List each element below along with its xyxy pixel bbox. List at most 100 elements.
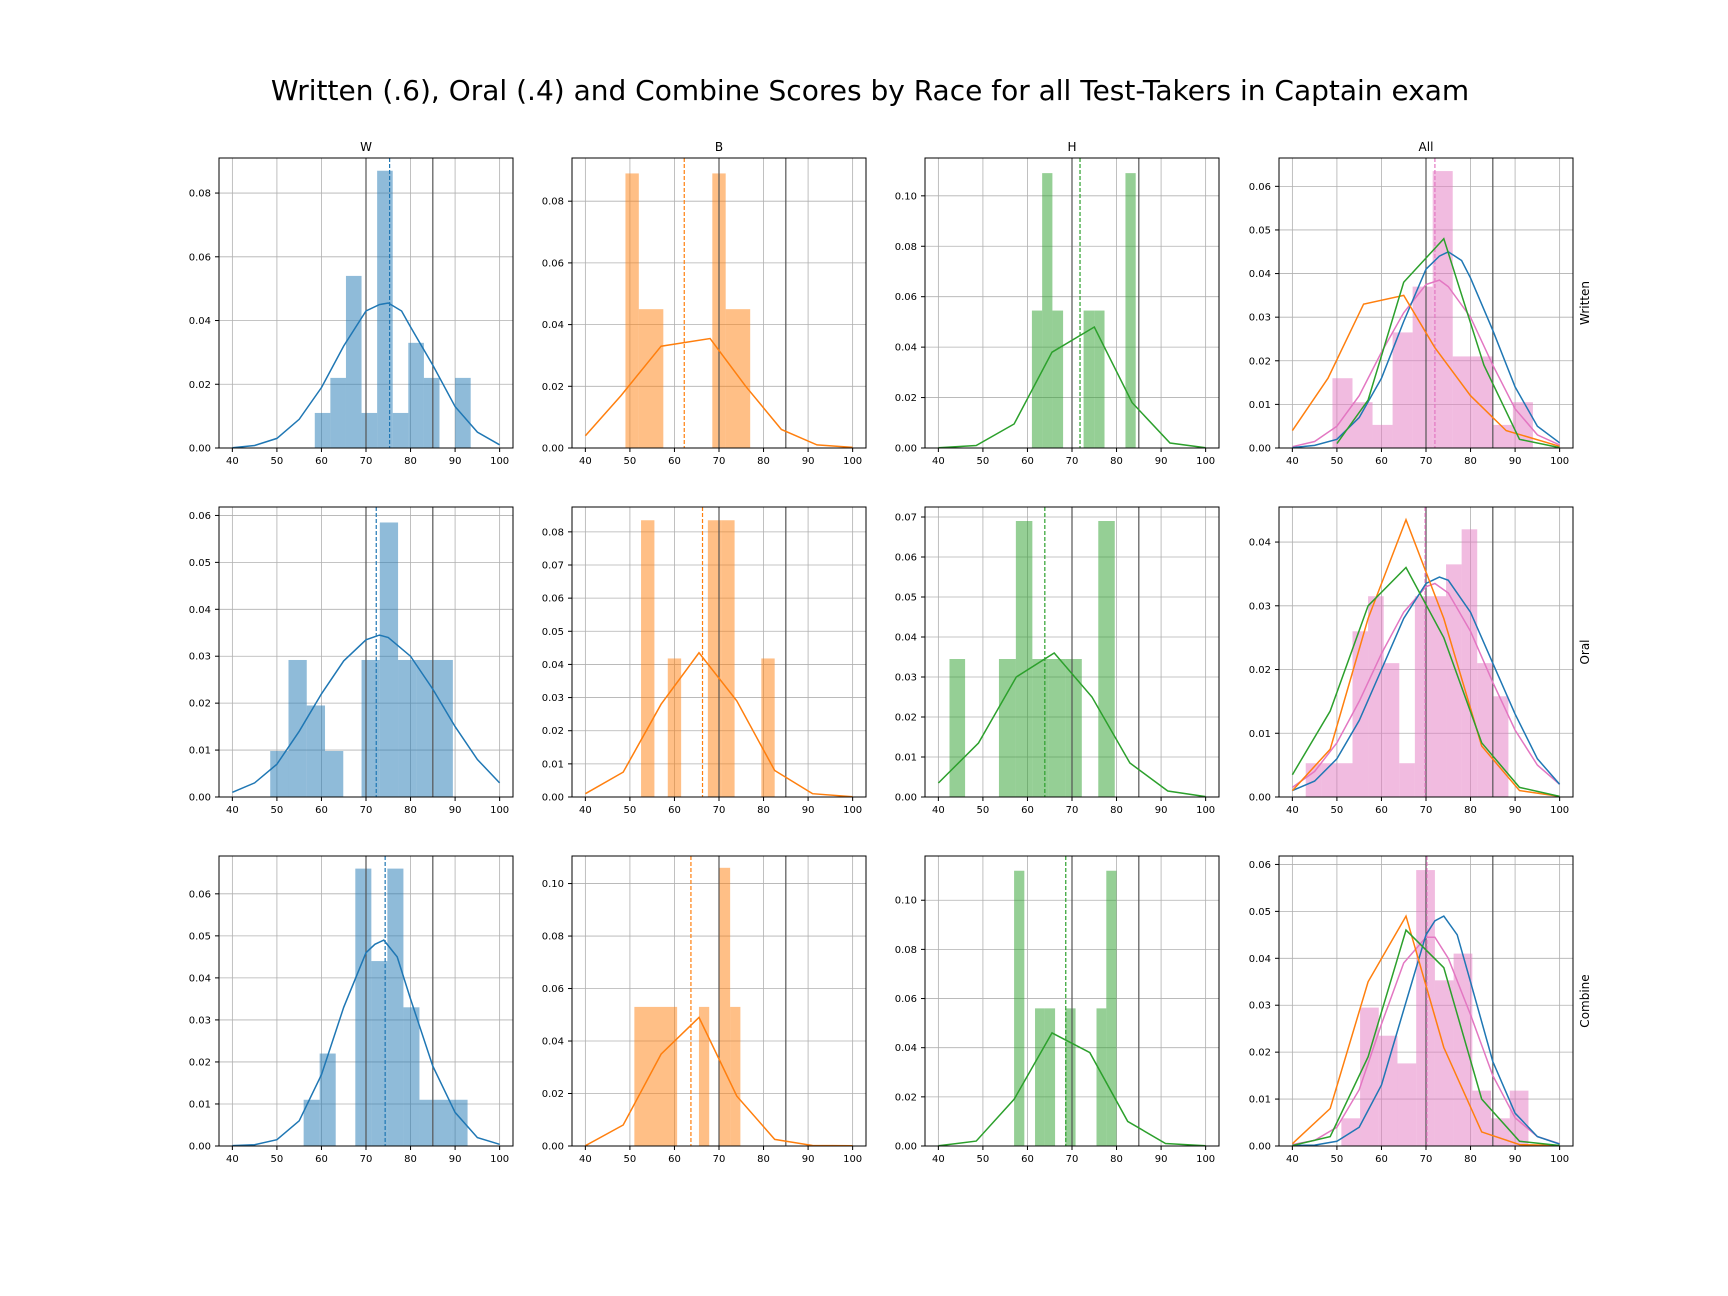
x-tick-label: 50 — [624, 456, 637, 467]
y-tick-label: 0.04 — [895, 1043, 917, 1054]
panel-combine-all: 40 50 60 70 80 90 100 0.00 0.01 0.02 0.03 0.04 0.05 0… — [1249, 855, 1592, 1165]
x-tick-label: 70 — [713, 1154, 726, 1165]
histogram-bar — [345, 275, 362, 448]
x-tick-label: 40 — [1286, 805, 1299, 816]
x-tick-label: 80 — [1464, 456, 1477, 467]
histogram-bar — [1491, 1118, 1510, 1146]
y-tick-label: 0.04 — [189, 316, 211, 327]
y-tick-label: 0.00 — [1249, 1142, 1271, 1153]
y-tick-label: 0.01 — [1249, 400, 1271, 411]
histogram-bar — [1453, 953, 1473, 1146]
histogram-bar — [1035, 1008, 1045, 1146]
y-tick-label: 0.07 — [895, 513, 917, 524]
density-curve-h — [938, 325, 1206, 449]
histogram-bar — [1446, 564, 1462, 797]
x-tick-label: 80 — [404, 805, 417, 816]
x-tick-label: 50 — [1331, 1154, 1344, 1165]
y-tick-label: 0.04 — [542, 1037, 564, 1048]
y-tick-label: 0.02 — [189, 1057, 211, 1068]
x-tick-label: 100 — [843, 1154, 862, 1165]
y-tick-label: 0.02 — [189, 699, 211, 710]
histogram-bar — [303, 1099, 320, 1146]
x-tick-label: 80 — [1110, 1154, 1123, 1165]
panel-oral-w: 40 50 60 70 80 90 100 0.00 0.01 0.02 0.03 0.04 0.05 0… — [189, 506, 514, 816]
density-curve-b — [585, 1016, 853, 1147]
x-tick-label: 80 — [757, 805, 770, 816]
histogram-bar — [1065, 659, 1082, 797]
y-tick-label: 0.10 — [895, 896, 917, 907]
y-tick-label: 0.00 — [895, 793, 917, 804]
histogram-bar — [1383, 663, 1400, 797]
histogram-bar — [1052, 310, 1064, 448]
histogram-bar — [721, 520, 735, 797]
x-tick-label: 90 — [449, 1154, 462, 1165]
y-tick-label: 0.00 — [895, 444, 917, 455]
x-tick-label: 70 — [360, 456, 373, 467]
y-tick-label: 0.00 — [189, 793, 211, 804]
x-tick-label: 40 — [226, 805, 239, 816]
x-tick-label: 100 — [843, 805, 862, 816]
histogram-bar — [1096, 1008, 1107, 1146]
density-curve-w — [232, 939, 500, 1147]
histogram-bar — [1044, 1008, 1056, 1146]
x-tick-label: 80 — [757, 1154, 770, 1165]
histogram-bar — [761, 658, 775, 797]
x-tick-label: 80 — [404, 1154, 417, 1165]
x-tick-label: 70 — [1420, 805, 1433, 816]
y-tick-label: 0.06 — [189, 252, 211, 263]
y-tick-label: 0.06 — [542, 258, 564, 269]
histogram-bar — [361, 412, 378, 448]
histogram-bar — [361, 659, 380, 797]
density-curve-h — [938, 1031, 1206, 1147]
histogram-bar — [1452, 356, 1473, 448]
y-tick-label: 0.05 — [1249, 907, 1271, 918]
panel-oral-h: 40 50 60 70 80 90 100 0.00 0.01 0.02 0.03 0.04 0.05 0… — [895, 506, 1220, 816]
histogram-bar — [1360, 1007, 1379, 1146]
x-tick-label: 40 — [226, 456, 239, 467]
x-tick-label: 70 — [360, 1154, 373, 1165]
y-tick-label: 0.01 — [895, 753, 917, 764]
x-tick-label: 90 — [449, 456, 462, 467]
panel-oral-all: 40 50 60 70 80 90 100 0.00 0.01 0.02 0.03 0.04 Oral — [1249, 506, 1592, 816]
panel-written-h: 40 50 60 70 80 90 100 0.00 0.02 0.04 0.06 0.08 0.10 H — [895, 140, 1220, 467]
histogram-bar — [1083, 310, 1095, 448]
histogram-bar — [270, 751, 289, 797]
x-tick-label: 90 — [802, 456, 815, 467]
y-tick-label: 0.02 — [189, 380, 211, 391]
y-tick-label: 0.04 — [189, 973, 211, 984]
x-tick-label: 70 — [1066, 1154, 1079, 1165]
y-tick-label: 0.00 — [189, 1142, 211, 1153]
y-tick-label: 0.04 — [1249, 269, 1271, 280]
density-curve-all — [1292, 279, 1560, 448]
column-title: All — [1419, 140, 1434, 154]
x-tick-label: 90 — [1155, 1154, 1168, 1165]
x-tick-label: 90 — [802, 1154, 815, 1165]
y-tick-label: 0.05 — [189, 931, 211, 942]
y-tick-label: 0.01 — [542, 759, 564, 770]
x-tick-label: 70 — [713, 456, 726, 467]
histogram-bar — [355, 868, 372, 1146]
panel-combine-w: 40 50 60 70 80 90 100 0.00 0.01 0.02 0.03 0.04 0.05 0… — [189, 855, 514, 1165]
x-tick-label: 100 — [1550, 1154, 1569, 1165]
histogram-bar — [435, 1099, 452, 1146]
y-tick-label: 0.06 — [1249, 860, 1271, 871]
density-curve-h — [1292, 928, 1560, 1147]
histogram-bar — [416, 659, 435, 797]
x-tick-label: 80 — [757, 456, 770, 467]
histogram-bar — [325, 751, 344, 797]
histogram-bar — [634, 1006, 678, 1146]
x-tick-label: 80 — [1110, 805, 1123, 816]
density-curve-b — [584, 337, 853, 449]
x-tick-label: 90 — [1155, 805, 1168, 816]
histogram-bar — [306, 705, 326, 797]
x-tick-label: 50 — [271, 1154, 284, 1165]
x-tick-label: 50 — [977, 1154, 990, 1165]
x-tick-label: 70 — [360, 805, 373, 816]
histogram-bar — [392, 412, 409, 448]
histogram-bar — [451, 1099, 468, 1146]
x-tick-label: 50 — [1331, 805, 1344, 816]
x-tick-label: 100 — [843, 456, 862, 467]
histogram-bar — [1477, 663, 1493, 797]
histogram-bar — [330, 377, 346, 448]
histogram-bar — [698, 1006, 710, 1146]
